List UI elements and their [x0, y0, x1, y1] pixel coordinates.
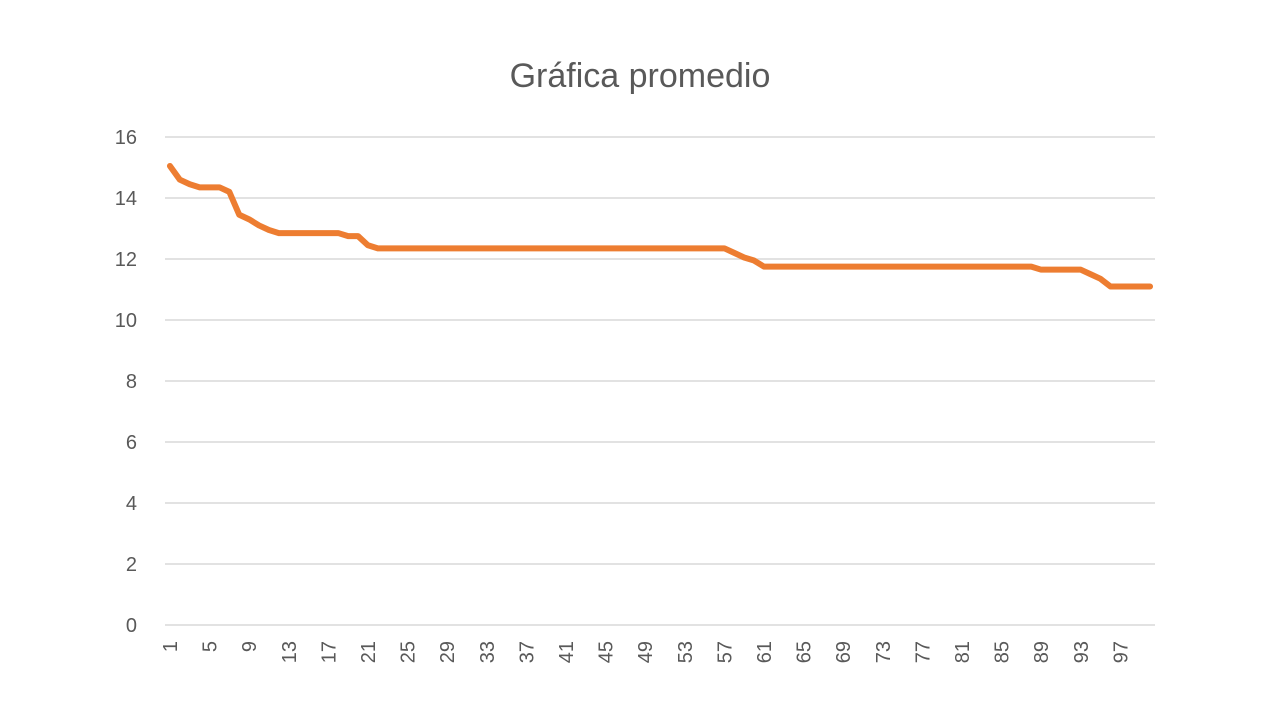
- x-tick-label: 37: [516, 641, 538, 663]
- chart-title: Gráfica promedio: [510, 57, 771, 95]
- x-tick-label: 41: [556, 641, 578, 663]
- y-tick-label: 6: [126, 432, 137, 454]
- y-tick-label: 16: [115, 127, 137, 149]
- x-tick-label: 85: [992, 641, 1014, 663]
- x-tick-label: 25: [398, 641, 420, 663]
- x-tick-label: 29: [437, 641, 459, 663]
- x-tick-label: 17: [318, 641, 340, 663]
- x-tick-label: 53: [675, 641, 697, 663]
- y-tick-label: 2: [126, 554, 137, 576]
- x-tick-label: 81: [952, 641, 974, 663]
- x-tick-label: 61: [754, 641, 776, 663]
- x-axis-tick-labels: 1 5 9 13 17 21 25 29 33 37 41 45 49 53 57 61 65 69 73 77 81 8…: [160, 641, 1132, 663]
- x-tick-label: 69: [833, 641, 855, 663]
- series-layer: [166, 162, 1154, 290]
- x-tick-label: 77: [912, 641, 934, 663]
- x-tick-label: 21: [358, 641, 380, 663]
- y-tick-label: 0: [126, 615, 137, 637]
- x-tick-label: 57: [714, 641, 736, 663]
- x-tick-label: 97: [1110, 641, 1132, 663]
- y-tick-label: 8: [126, 371, 137, 393]
- x-tick-label: 45: [596, 641, 618, 663]
- x-tick-label: 89: [1031, 641, 1053, 663]
- x-tick-label: 9: [239, 641, 261, 652]
- x-tick-label: 5: [200, 641, 222, 652]
- x-tick-label: 1: [160, 641, 182, 652]
- x-tick-label: 65: [794, 641, 816, 663]
- y-tick-label: 4: [126, 493, 137, 515]
- series-line-0: [166, 162, 1154, 290]
- x-tick-label: 73: [873, 641, 895, 663]
- y-tick-label: 10: [115, 310, 137, 332]
- x-tick-label: 33: [477, 641, 499, 663]
- y-tick-label: 12: [115, 249, 137, 271]
- gridlines: [165, 136, 1155, 626]
- y-axis-tick-labels: 0 2 4 6 8 10 12 14 16: [115, 127, 137, 637]
- x-tick-label: 49: [635, 641, 657, 663]
- x-tick-label: 93: [1071, 641, 1093, 663]
- y-tick-label: 14: [115, 188, 137, 210]
- x-tick-label: 13: [279, 641, 301, 663]
